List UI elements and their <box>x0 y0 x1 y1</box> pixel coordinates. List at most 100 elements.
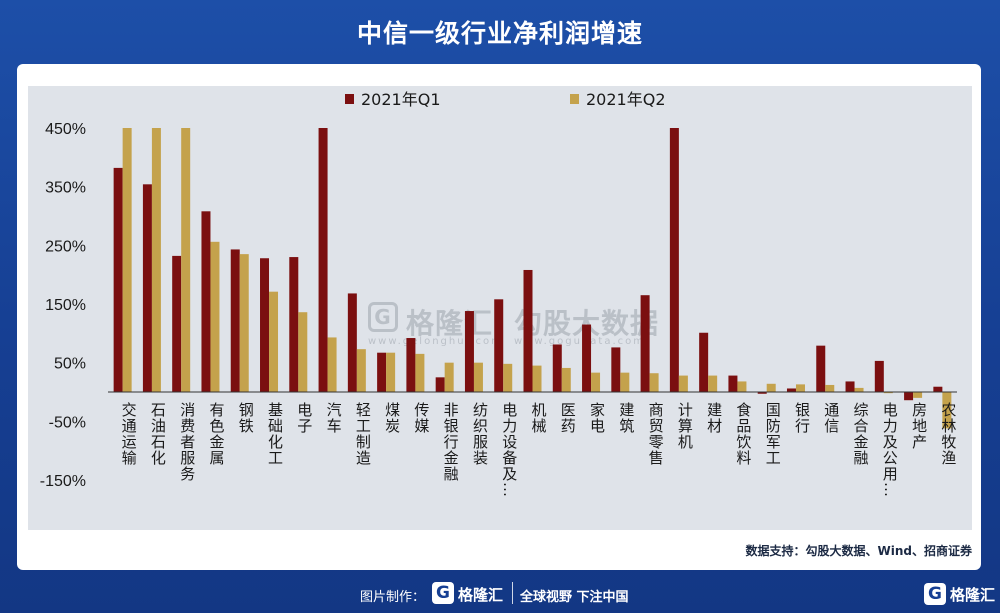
bar-q2 <box>708 375 718 392</box>
bar-q2 <box>883 392 893 394</box>
bar-q2 <box>737 381 747 392</box>
bar-q1 <box>289 257 299 392</box>
bar-q1 <box>494 299 504 392</box>
bar-q2 <box>415 353 425 392</box>
category-label: 钢铁 <box>237 402 255 434</box>
category-label: 纺织服装 <box>471 402 489 466</box>
brand-logo-icon: G <box>368 302 398 332</box>
bar-q2 <box>473 362 483 392</box>
bar-q2 <box>181 128 191 392</box>
bar-q1 <box>874 360 884 392</box>
bar-q2 <box>532 365 542 392</box>
bar-q2 <box>298 312 308 392</box>
bar-q1 <box>172 255 182 392</box>
bar-q1 <box>699 332 709 392</box>
page-title: 中信一级行业净利润增速 <box>356 19 643 48</box>
category-label: 石油石化 <box>149 402 167 466</box>
category-label: 通信 <box>822 402 840 434</box>
footer-divider <box>512 582 513 604</box>
category-label: 电力设备及… <box>500 402 518 498</box>
y-tick-label: -150% <box>40 473 86 490</box>
category-label: 轻工制造 <box>354 402 372 466</box>
bar-q1 <box>816 345 826 392</box>
bar-q1 <box>464 311 474 392</box>
category-label: 家电 <box>588 402 606 434</box>
footer-bar: 图片制作： G 格隆汇 全球视野 下注中国 <box>0 574 1000 613</box>
category-label: 煤炭 <box>383 402 401 434</box>
footer-logo-icon: G <box>432 582 454 604</box>
bar-q2 <box>825 384 835 392</box>
bar-q2 <box>795 384 805 392</box>
category-label: 消费者服务 <box>178 402 196 482</box>
footer-slogan: 全球视野 下注中国 <box>520 590 629 605</box>
bar-q1 <box>435 377 445 392</box>
category-label: 计算机 <box>676 402 694 450</box>
bar-q2 <box>269 291 279 392</box>
bar-q1 <box>377 352 387 392</box>
corner-logo-icon: G <box>924 583 946 605</box>
footer-label: 图片制作： <box>360 590 426 605</box>
legend-swatch <box>570 94 579 104</box>
category-label: 商贸零售 <box>647 402 665 466</box>
bar-q1 <box>347 293 357 392</box>
bar-q2 <box>503 363 513 392</box>
bar-q1 <box>260 258 270 392</box>
bar-q2 <box>766 383 776 392</box>
bar-q2 <box>913 392 923 398</box>
bar-q2 <box>356 349 366 392</box>
category-label: 食品饮料 <box>734 402 752 466</box>
data-source: 数据支持：勾股大数据、Wind、招商证券 <box>745 544 972 558</box>
category-label: 房地产 <box>910 402 928 450</box>
bar-q1 <box>230 249 240 392</box>
category-label: 汽车 <box>325 402 343 434</box>
bar-q1 <box>728 375 738 392</box>
category-label: 医药 <box>559 402 577 434</box>
bar-q2 <box>122 128 132 392</box>
category-label: 非银行金融 <box>442 402 460 482</box>
bar-q1 <box>523 269 533 392</box>
category-label: 农林牧渔 <box>939 402 957 466</box>
y-tick-label: -50% <box>49 414 86 431</box>
y-tick-label: 350% <box>45 180 86 197</box>
bar-q1 <box>640 295 650 392</box>
category-label: 银行 <box>793 402 811 434</box>
bar-q2 <box>649 373 659 392</box>
bar-chart: 450% 350% 250% 150% 50% -50% -150% 交通运输 石油石化 消费者服… <box>40 90 958 498</box>
bar-q2 <box>239 254 249 392</box>
category-label: 建材 <box>705 402 723 434</box>
watermark-brand: 格隆汇 <box>406 307 494 340</box>
footer-brand: 格隆汇 <box>458 586 504 604</box>
bar-q1 <box>904 392 914 401</box>
watermark-brand-url: www.gelonghui.com <box>368 336 503 347</box>
bar-q1 <box>669 128 679 392</box>
y-tick-label: 450% <box>45 121 86 138</box>
bar-q2 <box>386 352 396 392</box>
category-label: 国防军工 <box>764 402 782 466</box>
watermark-product-url: www.gogudata.com <box>514 336 646 347</box>
bar-q1 <box>786 388 796 392</box>
category-label: 建筑 <box>617 402 635 434</box>
bar-q2 <box>678 375 688 392</box>
legend-label: 2021年Q2 <box>586 90 666 109</box>
bar-q1 <box>406 338 416 392</box>
bar-q1 <box>845 381 855 392</box>
bar-q2 <box>620 372 630 392</box>
category-label: 交通运输 <box>120 401 138 466</box>
category-label: 有色金属 <box>207 402 225 466</box>
corner-brand: 格隆汇 <box>950 586 996 604</box>
y-tick-label: 250% <box>45 238 86 255</box>
category-label: 电子 <box>295 402 313 434</box>
bar-q2 <box>591 372 601 392</box>
category-label: 传媒 <box>412 402 430 434</box>
bar-q2 <box>151 128 161 392</box>
bar-q2 <box>327 337 337 392</box>
bar-q1 <box>142 184 152 392</box>
category-label: 综合金融 <box>852 402 870 466</box>
bar-q1 <box>582 324 592 392</box>
legend-swatch <box>345 94 354 104</box>
bar-q2 <box>942 392 952 429</box>
category-label: 电力及公用… <box>881 402 899 498</box>
legend-label: 2021年Q1 <box>361 90 441 109</box>
bar-q1 <box>318 128 328 392</box>
bar-q1 <box>933 386 943 392</box>
